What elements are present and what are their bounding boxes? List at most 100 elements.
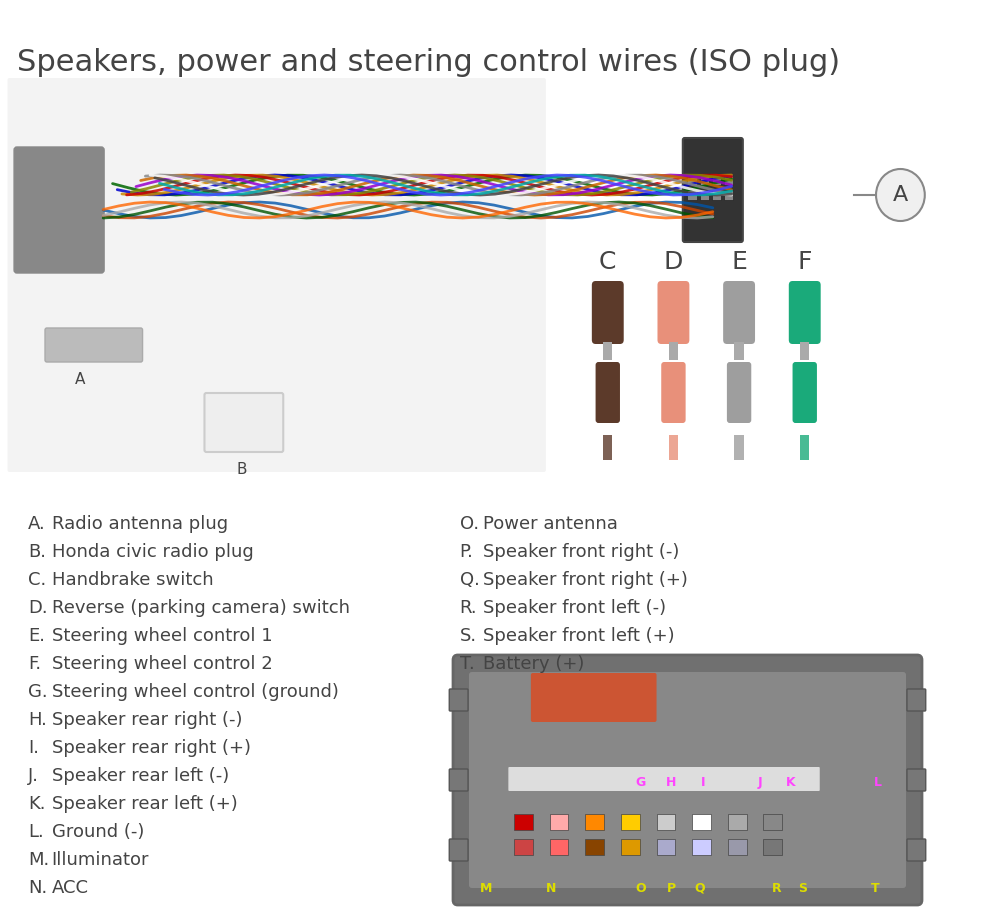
Text: Speaker rear left (+): Speaker rear left (+) <box>52 795 237 813</box>
Bar <box>763 814 782 830</box>
Bar <box>734 342 744 360</box>
Text: I.: I. <box>28 739 39 757</box>
Text: R.: R. <box>460 599 477 617</box>
Text: Speaker rear right (-): Speaker rear right (-) <box>52 711 242 729</box>
Bar <box>700 190 709 200</box>
Text: F.: F. <box>28 655 41 673</box>
Bar <box>657 814 675 830</box>
Text: Speaker front right (+): Speaker front right (+) <box>483 571 688 589</box>
FancyBboxPatch shape <box>204 393 283 452</box>
Text: Steering wheel control 1: Steering wheel control 1 <box>52 627 272 645</box>
Text: Speakers, power and steering control wires (ISO plug): Speakers, power and steering control wir… <box>17 48 840 77</box>
Text: M: M <box>480 881 492 894</box>
Text: Ground (-): Ground (-) <box>52 823 144 841</box>
FancyBboxPatch shape <box>907 839 926 861</box>
Bar <box>669 435 678 460</box>
Text: Radio antenna plug: Radio antenna plug <box>52 515 228 533</box>
FancyBboxPatch shape <box>907 769 926 791</box>
Text: Handbrake switch: Handbrake switch <box>52 571 213 589</box>
Text: Battery (+): Battery (+) <box>483 655 584 673</box>
Bar <box>687 190 697 200</box>
Bar <box>585 839 604 855</box>
Text: B: B <box>237 463 247 478</box>
FancyBboxPatch shape <box>661 362 686 423</box>
Text: N: N <box>546 881 557 894</box>
Text: Steering wheel control 2: Steering wheel control 2 <box>52 655 272 673</box>
Text: J.: J. <box>28 767 39 785</box>
Text: O.: O. <box>460 515 479 533</box>
Circle shape <box>876 169 925 221</box>
Text: A.: A. <box>28 515 46 533</box>
Bar <box>514 839 533 855</box>
Text: T: T <box>871 881 879 894</box>
Text: Speaker front left (+): Speaker front left (+) <box>483 627 675 645</box>
Text: N.: N. <box>28 879 47 897</box>
Text: R: R <box>772 881 781 894</box>
Text: Illuminator: Illuminator <box>52 851 149 869</box>
Bar <box>669 342 678 360</box>
FancyBboxPatch shape <box>723 281 755 344</box>
Bar <box>585 814 604 830</box>
Text: G: G <box>635 775 646 788</box>
Text: O: O <box>635 881 646 894</box>
FancyBboxPatch shape <box>789 281 821 344</box>
FancyBboxPatch shape <box>727 362 751 423</box>
Text: Speaker rear right (+): Speaker rear right (+) <box>52 739 251 757</box>
Bar <box>712 190 721 200</box>
Text: G.: G. <box>28 683 48 701</box>
Bar <box>603 342 612 360</box>
Text: Speaker front left (-): Speaker front left (-) <box>483 599 666 617</box>
FancyBboxPatch shape <box>683 138 743 242</box>
Text: ACC: ACC <box>52 879 89 897</box>
Text: S: S <box>798 881 807 894</box>
FancyBboxPatch shape <box>469 672 906 888</box>
Bar <box>603 435 612 460</box>
Bar <box>712 175 721 185</box>
Bar <box>550 814 568 830</box>
Bar <box>734 435 744 460</box>
FancyBboxPatch shape <box>14 147 104 273</box>
FancyBboxPatch shape <box>449 839 468 861</box>
Bar <box>621 814 640 830</box>
Bar <box>728 839 747 855</box>
Bar <box>700 175 709 185</box>
Text: H: H <box>666 775 677 788</box>
FancyBboxPatch shape <box>449 689 468 711</box>
Bar <box>550 839 568 855</box>
Text: E.: E. <box>28 627 45 645</box>
Text: Power antenna: Power antenna <box>483 515 618 533</box>
FancyBboxPatch shape <box>508 767 820 791</box>
Bar <box>687 175 697 185</box>
Bar <box>657 839 675 855</box>
Text: C.: C. <box>28 571 46 589</box>
Bar <box>724 175 733 185</box>
Text: D.: D. <box>28 599 48 617</box>
FancyBboxPatch shape <box>657 281 689 344</box>
Text: Steering wheel control (ground): Steering wheel control (ground) <box>52 683 338 701</box>
Bar <box>514 814 533 830</box>
Bar <box>621 839 640 855</box>
Text: M.: M. <box>28 851 49 869</box>
Text: A: A <box>75 372 85 387</box>
Text: T.: T. <box>460 655 474 673</box>
Text: P.: P. <box>460 543 473 561</box>
Text: Reverse (parking camera) switch: Reverse (parking camera) switch <box>52 599 350 617</box>
Bar <box>800 435 809 460</box>
Text: Speaker front right (-): Speaker front right (-) <box>483 543 679 561</box>
Text: Q: Q <box>694 881 705 894</box>
Text: K: K <box>786 775 795 788</box>
FancyBboxPatch shape <box>8 78 546 472</box>
Text: A: A <box>893 185 908 205</box>
Text: B.: B. <box>28 543 46 561</box>
Text: D: D <box>664 250 683 274</box>
Text: F: F <box>797 250 812 274</box>
FancyBboxPatch shape <box>793 362 817 423</box>
FancyBboxPatch shape <box>45 328 143 362</box>
FancyBboxPatch shape <box>907 689 926 711</box>
Bar <box>763 839 782 855</box>
Text: E: E <box>731 250 747 274</box>
Text: L: L <box>874 775 882 788</box>
Text: Honda civic radio plug: Honda civic radio plug <box>52 543 253 561</box>
Text: C: C <box>599 250 616 274</box>
FancyBboxPatch shape <box>449 769 468 791</box>
